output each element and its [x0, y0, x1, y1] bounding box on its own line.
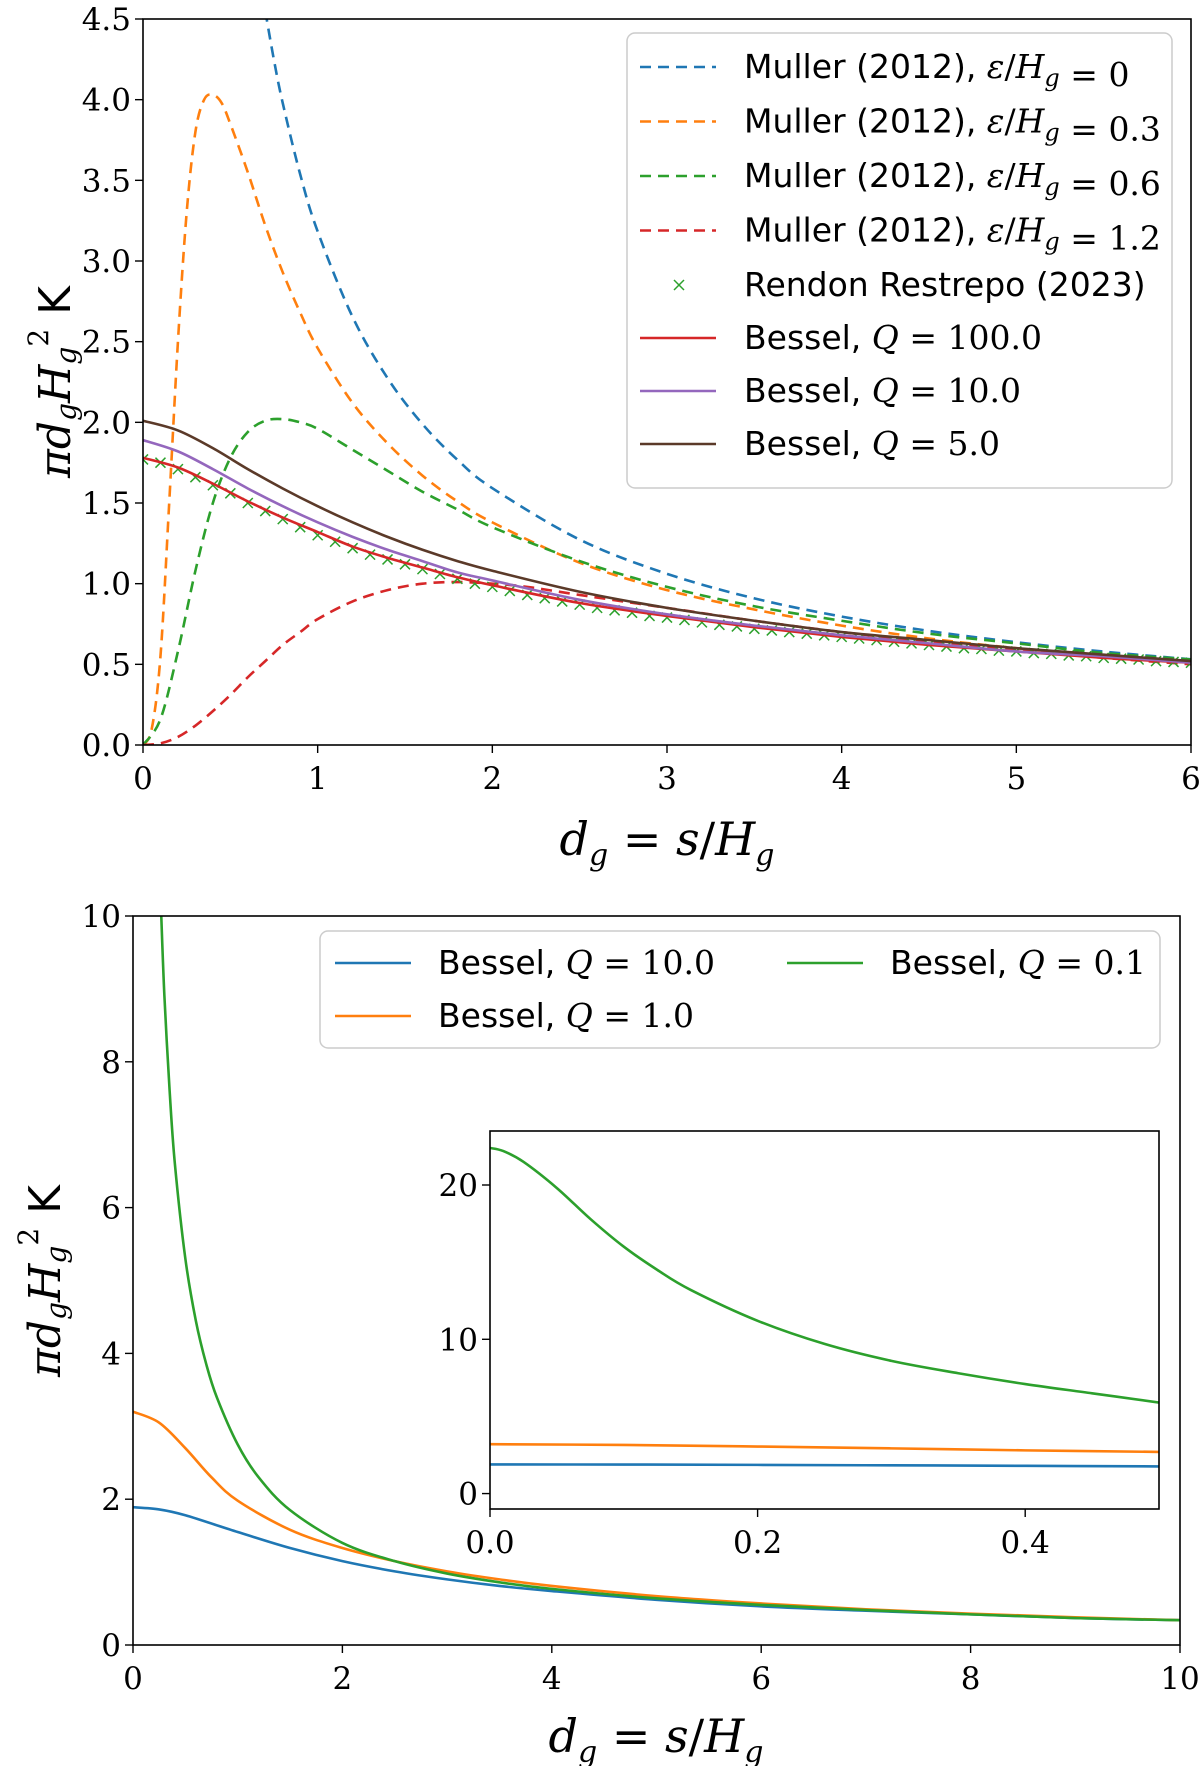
- top-legend-item: Rendon Restrepo (2023): [673, 265, 1146, 304]
- inset-ytick-label: 20: [439, 1168, 478, 1204]
- bottom-ytick-label: 0: [101, 1628, 121, 1664]
- top-xtick-label: 1: [308, 761, 328, 797]
- top-xtick-label: 0: [133, 761, 153, 797]
- top-ytick-label: 2.0: [82, 405, 131, 441]
- svg-text:πdgHg2 K: πdgHg2 K: [12, 1184, 73, 1378]
- top-ytick-label: 1.0: [82, 567, 131, 603]
- inset-series-bessel-q-1-0: [490, 1442, 1159, 1454]
- inset-series-bessel-q-10-0: [490, 1463, 1159, 1468]
- legend-label: Bessel, Q = 100.0: [744, 318, 1042, 357]
- inset-series-bessel-q-0-1: [490, 1146, 1159, 1404]
- top-series-muller-2012-h-g-0-6: [143, 417, 1191, 745]
- inset-ytick-label: 0: [458, 1477, 478, 1513]
- top-legend-item: Muller (2012), ε/Hg = 0: [640, 47, 1129, 94]
- inset-background: [490, 1131, 1159, 1509]
- top-legend-item: Muller (2012), ε/Hg = 1.2: [640, 211, 1161, 258]
- top-xlabel: dg = s/Hg: [560, 812, 775, 873]
- bottom-legend-box: [319, 930, 1161, 1049]
- top-marker-point: [143, 453, 149, 465]
- bottom-ytick-label: 8: [101, 1045, 121, 1081]
- bottom-legend-item: Bessel, Q = 10.0: [335, 943, 715, 982]
- bottom-ytick-label: 2: [101, 1482, 121, 1518]
- top-series-muller-2012-h-g-0: [265, 19, 1191, 661]
- top-legend-item: Bessel, Q = 10.0: [640, 371, 1021, 410]
- legend-label: Muller (2012), ε/Hg = 0.6: [744, 156, 1161, 203]
- bottom-legend-item: Bessel, Q = 1.0: [335, 996, 694, 1035]
- bottom-ytick-label: 10: [82, 899, 121, 935]
- inset-xtick-label: 0.0: [465, 1525, 514, 1561]
- top-xtick-label: 3: [657, 761, 677, 797]
- bottom-xtick-label: 8: [961, 1661, 981, 1697]
- legend-label: Bessel, Q = 0.1: [890, 943, 1146, 982]
- top-ytick-label: 3.5: [82, 163, 131, 199]
- bottom-plot-frame: [132, 915, 1181, 1646]
- svg-text:πdgHg2 K: πdgHg2 K: [22, 285, 83, 479]
- top-xtick-label: 5: [1006, 761, 1026, 797]
- top-ytick-label: 1.5: [82, 486, 131, 522]
- legend-label: Bessel, Q = 5.0: [744, 424, 1000, 463]
- top-ytick-label: 0.0: [82, 728, 131, 764]
- top-xtick-label: 2: [482, 761, 502, 797]
- top-legend-item: Muller (2012), ε/Hg = 0.6: [640, 156, 1161, 203]
- legend-label: Bessel, Q = 1.0: [438, 996, 694, 1035]
- bottom-xtick-label: 10: [1160, 1661, 1199, 1697]
- bottom-xlabel: dg = s/Hg: [549, 1709, 764, 1766]
- bottom-ytick-label: 6: [101, 1191, 121, 1227]
- bottom-ytick-label: 4: [101, 1336, 121, 1372]
- top-ytick-label: 4.0: [82, 83, 131, 119]
- inset-ytick-label: 10: [439, 1322, 478, 1358]
- legend-label: Bessel, Q = 10.0: [438, 943, 715, 982]
- bottom-legend-item: Bessel, Q = 0.1: [787, 943, 1146, 982]
- top-marker-point: [1185, 657, 1191, 669]
- top-plot-frame: [142, 18, 1192, 746]
- bottom-xtick-label: 2: [333, 1661, 353, 1697]
- top-legend-item: Bessel, Q = 100.0: [640, 318, 1042, 357]
- bottom-panel: 0 2 4 6 8 10 0 2 4 6 8 10 Bessel, Q = 10.0 Bessel, Q…: [12, 899, 1200, 1766]
- top-ytick-label: 0.5: [82, 647, 131, 683]
- top-series-bessel-q-5-0: [143, 419, 1191, 663]
- legend-label: Muller (2012), ε/Hg = 0: [744, 47, 1129, 94]
- top-series-muller-2012-h-g-1-2: [143, 580, 1191, 745]
- top-ylabel: πdgHg2 K: [22, 285, 83, 479]
- legend-marker-swatch: [673, 279, 685, 291]
- legend-label: Muller (2012), ε/Hg = 1.2: [744, 211, 1161, 258]
- legend-label: Muller (2012), ε/Hg = 0.3: [744, 102, 1161, 149]
- top-legend-box: [626, 32, 1173, 489]
- top-ytick-label: 3.0: [82, 244, 131, 280]
- legend-label: Bessel, Q = 10.0: [744, 371, 1021, 410]
- top-xtick-label: 4: [832, 761, 852, 797]
- legend-label: Rendon Restrepo (2023): [744, 265, 1146, 304]
- inset-xtick-label: 0.2: [733, 1525, 782, 1561]
- top-ytick-label: 4.5: [82, 2, 131, 38]
- inset-plot-frame: [489, 1130, 1160, 1510]
- inset-panel: 0.0 0.2 0.4 0 10 20: [439, 1130, 1160, 1561]
- top-ytick-label: 2.5: [82, 325, 131, 361]
- bottom-xtick-label: 6: [751, 1661, 771, 1697]
- bottom-xtick-label: 4: [542, 1661, 562, 1697]
- top-panel: 0 1 2 3 4 5 6 0.0 0.5 1.0 1.5 2.0 2.5 3.0 3.5 4.0 4.5 Mu…: [22, 2, 1200, 873]
- top-legend-item: Bessel, Q = 5.0: [640, 424, 1000, 463]
- inset-xtick-label: 0.4: [1001, 1525, 1050, 1561]
- bottom-ylabel: πdgHg2 K: [12, 1184, 73, 1378]
- bottom-xtick-label: 0: [123, 1661, 143, 1697]
- top-xtick-label: 6: [1181, 761, 1200, 797]
- top-series-bessel-q-10-0: [143, 438, 1191, 665]
- bottom-series-bessel-q-0-1: [159, 916, 1180, 1622]
- top-legend-item: Muller (2012), ε/Hg = 0.3: [640, 102, 1161, 149]
